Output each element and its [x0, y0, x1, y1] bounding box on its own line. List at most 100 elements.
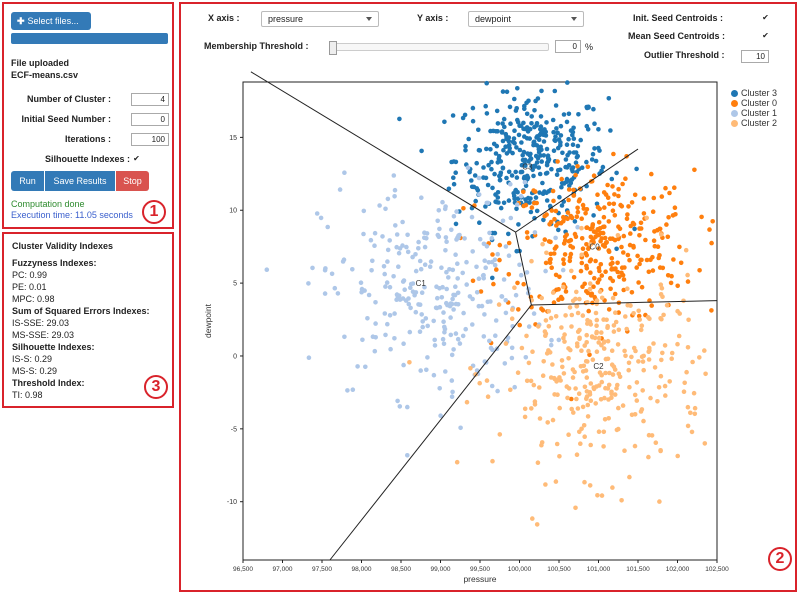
data-point — [512, 196, 517, 201]
data-point — [496, 302, 502, 307]
data-point — [517, 147, 523, 153]
data-point — [620, 403, 626, 408]
data-point — [613, 319, 619, 325]
data-point — [422, 262, 428, 267]
data-point — [609, 256, 615, 261]
data-point — [514, 206, 519, 212]
data-point — [514, 106, 519, 111]
data-point — [552, 375, 557, 381]
data-point — [692, 411, 698, 417]
legend-item: Cluster 0 — [731, 98, 777, 108]
data-point — [614, 170, 619, 176]
data-point — [685, 345, 691, 350]
data-point — [503, 298, 509, 303]
plot-area-frame — [242, 81, 718, 561]
x-axis-select[interactable]: pressure — [261, 11, 379, 27]
num-cluster-input[interactable]: 4 — [131, 93, 169, 106]
data-point — [599, 295, 605, 301]
data-point — [491, 281, 496, 287]
data-point — [648, 257, 653, 263]
membership-input[interactable]: 0 — [555, 40, 581, 53]
data-point — [531, 200, 537, 206]
data-point — [570, 245, 576, 250]
data-point — [545, 420, 550, 425]
data-point — [685, 279, 691, 284]
slider-handle[interactable] — [329, 41, 337, 55]
data-point — [516, 307, 521, 312]
data-point — [554, 441, 560, 447]
data-point — [648, 395, 653, 401]
data-point — [573, 386, 578, 391]
data-point — [512, 96, 517, 102]
data-point — [446, 275, 451, 280]
data-point — [522, 106, 527, 112]
centroid-label: C0 — [589, 243, 600, 252]
data-point — [549, 337, 554, 343]
data-point — [579, 165, 585, 170]
data-point — [514, 248, 519, 254]
data-point — [601, 346, 607, 351]
centroid-label: C3 — [522, 163, 533, 172]
select-files-button[interactable]: ✚ Select files... — [11, 12, 91, 30]
data-point — [566, 197, 571, 203]
y-tick-label: 10 — [229, 208, 237, 215]
data-point — [437, 226, 442, 232]
data-point — [657, 253, 662, 258]
data-point — [551, 251, 557, 256]
data-point — [606, 382, 612, 388]
y-axis-select[interactable]: dewpoint — [468, 11, 584, 27]
iterations-input[interactable]: 100 — [131, 133, 169, 146]
legend-swatch — [731, 110, 738, 117]
data-point — [451, 307, 456, 312]
data-point — [441, 310, 446, 315]
data-point — [533, 195, 539, 200]
panel-badge-3: 3 — [144, 375, 168, 399]
mean-seed-label: Mean Seed Centroids : — [628, 31, 726, 41]
data-point — [544, 170, 550, 176]
data-point — [455, 302, 461, 307]
data-point — [580, 369, 586, 374]
data-point — [405, 232, 410, 238]
data-point — [451, 347, 456, 352]
x-tick-label: 97,500 — [312, 566, 332, 573]
data-point — [548, 219, 554, 225]
data-point — [661, 312, 666, 318]
data-point — [619, 270, 624, 276]
data-point — [584, 389, 590, 394]
data-point — [588, 234, 594, 240]
validity-line: Fuzzyness Indexes: — [12, 258, 97, 268]
data-point — [571, 410, 576, 415]
data-point — [533, 153, 539, 159]
y-tick-label: 0 — [233, 353, 237, 360]
data-point — [432, 343, 438, 348]
data-point — [582, 434, 587, 440]
data-point — [573, 160, 579, 165]
data-point — [646, 269, 652, 275]
data-point — [485, 200, 491, 206]
membership-slider[interactable] — [329, 41, 549, 55]
data-point — [506, 272, 512, 277]
save-results-button[interactable]: Save Results — [45, 171, 115, 191]
init-seed-checkbox[interactable]: ✔ — [762, 13, 769, 22]
data-point — [553, 208, 559, 214]
mean-seed-checkbox[interactable]: ✔ — [762, 31, 769, 40]
data-point — [500, 165, 506, 171]
data-point — [610, 485, 615, 490]
initial-seed-input[interactable]: 0 — [131, 113, 169, 126]
data-point — [626, 360, 632, 366]
silhouette-checkbox[interactable]: ✔ — [133, 154, 140, 163]
run-button[interactable]: Run — [11, 171, 44, 191]
data-point — [377, 203, 382, 208]
scatter-chart: C3 C0 C1 C2 96,500 97,000 97,500 98,000 98,500 99… — [203, 71, 729, 584]
data-point — [488, 345, 494, 351]
stop-button[interactable]: Stop — [116, 171, 149, 191]
outlier-input[interactable]: 10 — [741, 50, 769, 63]
data-point — [455, 261, 460, 266]
data-point — [361, 231, 366, 237]
data-point — [605, 182, 610, 188]
data-point — [586, 308, 591, 314]
data-point — [573, 172, 578, 178]
data-point — [709, 240, 714, 246]
data-point — [500, 89, 506, 94]
data-point — [584, 263, 589, 269]
